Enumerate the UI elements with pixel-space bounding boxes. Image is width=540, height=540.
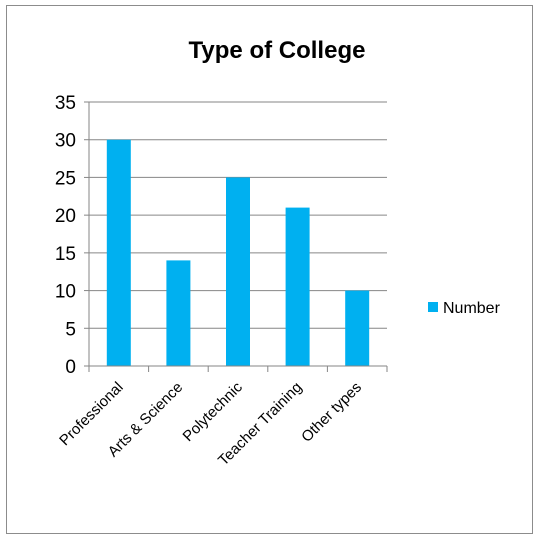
y-axis-ticks: 0 5 10 15 20 25 30 35 [55,93,89,378]
y-tick-label: 10 [55,282,76,303]
y-tick-label: 5 [65,319,76,340]
x-axis [88,102,388,372]
chart-frame [6,5,533,534]
y-tick-label: 30 [55,131,76,152]
y-tick-label: 15 [55,244,76,265]
bar [285,207,310,366]
legend-label-number: Number [443,300,501,317]
bar [345,290,370,366]
y-tick-label: 35 [55,93,76,114]
x-category-label: Other types [298,379,365,446]
y-tick-label: 0 [65,357,76,378]
chart-title: Type of College [189,37,366,64]
legend-swatch [428,302,438,312]
y-tick-label: 25 [55,168,76,189]
bar [106,139,131,366]
y-tick-label: 20 [55,206,76,227]
bar [166,260,191,366]
bar [226,177,250,366]
legend: Number [428,300,501,317]
bars [106,139,370,366]
